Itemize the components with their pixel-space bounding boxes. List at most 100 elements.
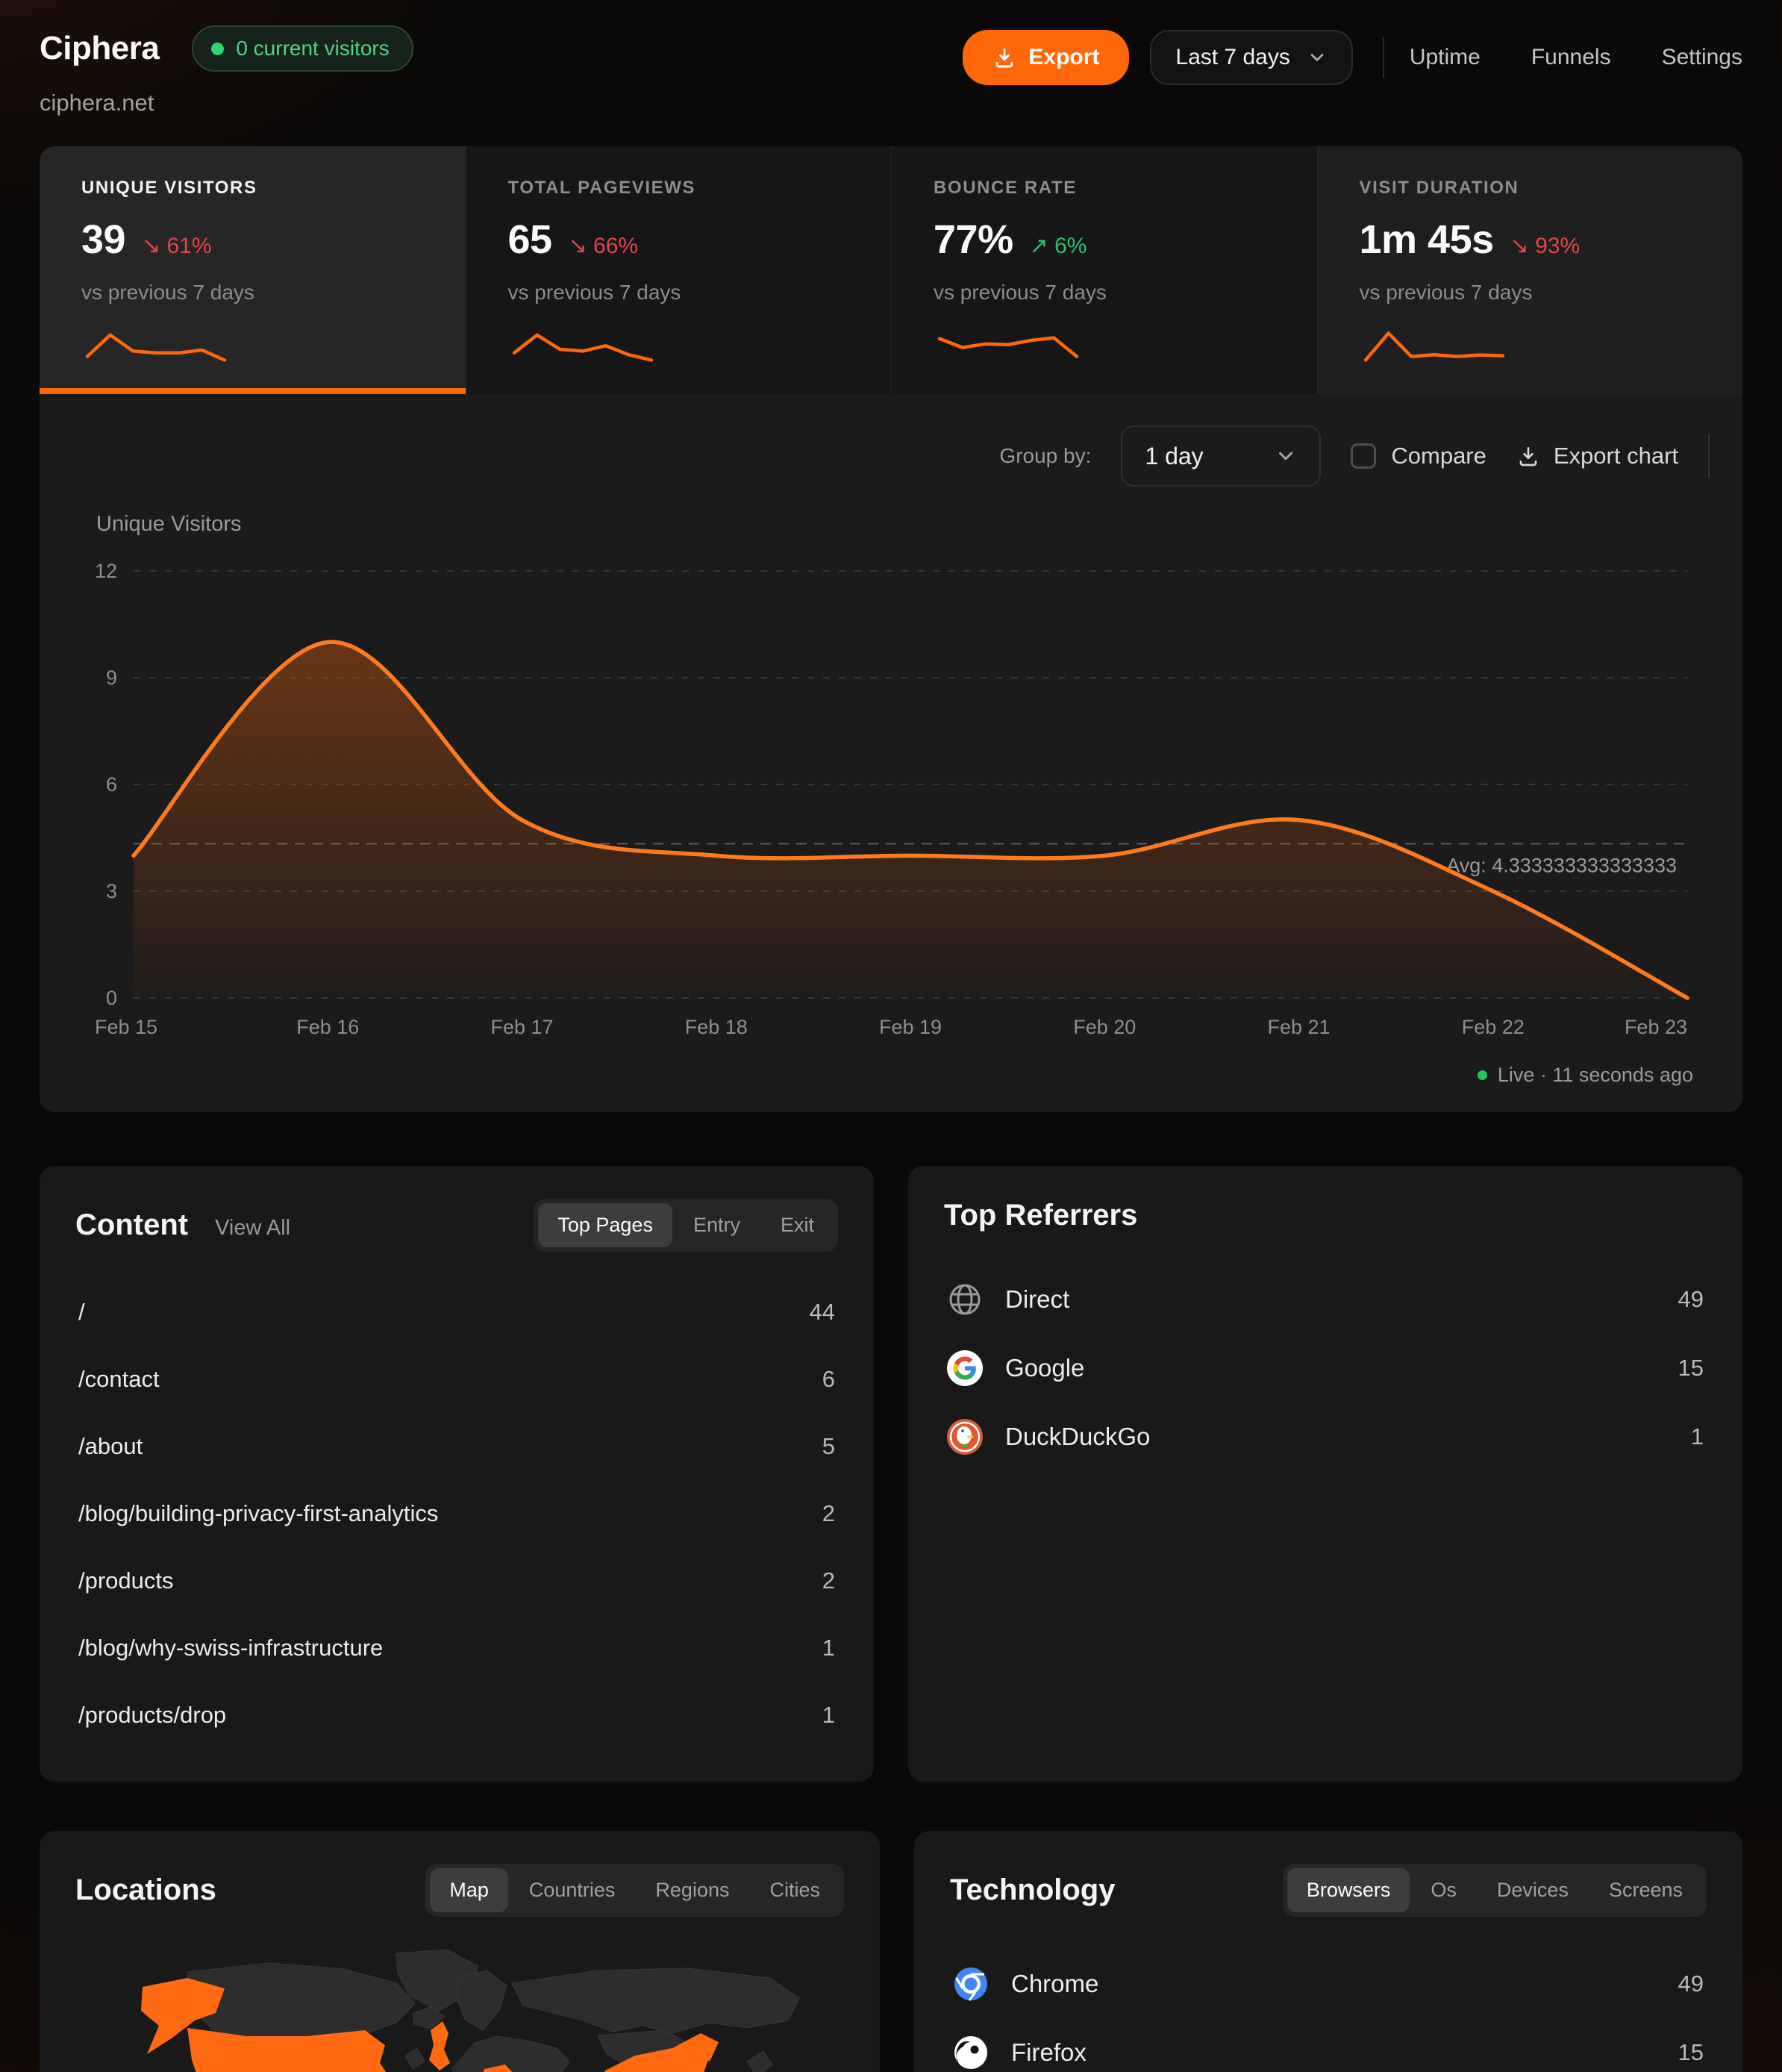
map-region-united-kingdom[interactable]	[429, 2021, 450, 2071]
map-region-alaska[interactable]	[141, 1978, 225, 2054]
compare-checkbox[interactable]	[1351, 443, 1377, 469]
page-count: 2	[822, 1567, 835, 1594]
page-path: /products/drop	[78, 1702, 227, 1728]
technology-tab-os[interactable]: Os	[1431, 1879, 1457, 1901]
svg-text:Feb 17: Feb 17	[490, 1016, 553, 1038]
technology-title: Technology	[950, 1873, 1116, 1906]
date-range-selector[interactable]: Last 7 days	[1150, 30, 1353, 85]
date-range-value: Last 7 days	[1175, 45, 1290, 69]
nav-settings[interactable]: Settings	[1661, 45, 1742, 69]
chart-controls: Group by: 1 day Compare Export chart	[69, 425, 1713, 487]
page-count: 1	[822, 1702, 835, 1728]
locations-tab-countries[interactable]: Countries	[528, 1879, 616, 1901]
stat-card-visit-duration[interactable]: VISIT DURATION 1m 45s ↘ 93% vs previous 7 d…	[1316, 146, 1742, 394]
locations-tab-cities[interactable]: Cities	[769, 1879, 820, 1901]
page-row[interactable]: /contact 6	[75, 1346, 838, 1413]
map-region-ireland	[404, 2047, 425, 2070]
browser-row[interactable]: Chrome 49	[950, 1950, 1707, 2018]
stat-card-bounce-rate[interactable]: BOUNCE RATE 77% ↗ 6% vs previous 7 days	[891, 146, 1317, 394]
item-count: 15	[1678, 2039, 1704, 2065]
chevron-down-icon	[1310, 54, 1324, 61]
technology-tab-devices[interactable]: Devices	[1496, 1879, 1569, 1901]
stat-sparkline	[512, 333, 653, 362]
page-row[interactable]: /about 5	[75, 1413, 838, 1480]
svg-text:Feb 21: Feb 21	[1267, 1016, 1330, 1038]
page-row[interactable]: /blog/why-swiss-infrastructure 1	[75, 1614, 838, 1682]
page-path: /blog/building-privacy-first-analytics	[78, 1500, 439, 1526]
export-button-label: Export	[1028, 45, 1100, 69]
header-controls: Export Last 7 days Uptime Funnels Settin…	[963, 30, 1742, 85]
download-icon	[995, 48, 1013, 68]
map-region-united-states[interactable]	[187, 2028, 390, 2072]
item-label: DuckDuckGo	[1005, 1423, 1151, 1450]
content-tab-top-pages[interactable]: Top Pages	[538, 1203, 672, 1247]
locations-title: Locations	[75, 1873, 216, 1906]
svg-text:Feb 20: Feb 20	[1073, 1016, 1136, 1038]
page-count: 2	[822, 1500, 835, 1526]
group-by-label: Group by:	[999, 444, 1092, 467]
page-count: 1	[822, 1635, 835, 1661]
stats-row: UNIQUE VISITORS 39 ↘ 61% vs previous 7 days…	[40, 146, 1742, 394]
header-divider	[1382, 37, 1384, 78]
stat-sparkline	[937, 336, 1079, 358]
technology-tab-screens[interactable]: Screens	[1608, 1879, 1683, 1901]
page-row[interactable]: /products/drop 1	[75, 1682, 838, 1749]
live-dot-icon	[1477, 1070, 1487, 1080]
view-all-link[interactable]: View All	[215, 1216, 291, 1240]
stat-compare-label: vs previous 7 days	[1359, 281, 1533, 304]
svg-text:Feb 22: Feb 22	[1462, 1016, 1525, 1038]
analytics-panel: UNIQUE VISITORS 39 ↘ 61% vs previous 7 days…	[40, 146, 1742, 1112]
item-label: Chrome	[1011, 1970, 1099, 1997]
technology-card: Technology Browsers Os Devices Screens Chro…	[914, 1831, 1742, 2072]
controls-divider	[1708, 434, 1710, 478]
nav-funnels[interactable]: Funnels	[1531, 45, 1611, 69]
stat-card-unique-visitors[interactable]: UNIQUE VISITORS 39 ↘ 61% vs previous 7 days	[40, 146, 466, 394]
brand-block: Ciphera 0 current visitors ciphera.net	[40, 25, 413, 116]
unique-visitors-chart[interactable]: 0 3 6 9 12 Feb 15 Feb 16 Feb 17 Feb 18 Feb 19 Feb …	[69, 537, 1713, 1059]
page-row[interactable]: /products 2	[75, 1547, 838, 1614]
page-count: 44	[809, 1299, 835, 1325]
stat-delta: ↘ 66%	[568, 234, 639, 258]
svg-text:Feb 19: Feb 19	[879, 1016, 942, 1038]
current-visitors-badge: 0 current visitors	[192, 25, 413, 72]
export-chart-button[interactable]: Export chart	[1516, 443, 1678, 469]
map-region-russia	[511, 1968, 800, 2034]
page-row[interactable]: /blog/building-privacy-first-analytics 2	[75, 1480, 838, 1547]
map-region-europe	[451, 2035, 570, 2072]
google-icon	[947, 1350, 983, 1386]
chrome-icon	[953, 1966, 989, 2002]
world-map[interactable]	[75, 1942, 844, 2072]
referrer-row[interactable]: DuckDuckGo 1	[944, 1402, 1707, 1471]
referrer-row[interactable]: Google 15	[944, 1334, 1707, 1402]
item-count: 49	[1678, 1286, 1704, 1312]
group-by-value: 1 day	[1145, 442, 1204, 469]
page-path: /contact	[78, 1366, 160, 1392]
download-icon	[1519, 447, 1537, 466]
referrers-card: Top Referrers Direct 49 Google 15 DuckDuckGo…	[908, 1166, 1742, 1782]
export-button[interactable]: Export	[963, 30, 1130, 85]
stat-card-total-pageviews[interactable]: TOTAL PAGEVIEWS 65 ↘ 66% vs previous 7 days	[465, 146, 891, 394]
map-region-romania[interactable]	[481, 2065, 514, 2072]
nav-uptime[interactable]: Uptime	[1409, 45, 1481, 69]
group-by-select[interactable]: 1 day	[1121, 425, 1322, 487]
page-row[interactable]: / 44	[75, 1279, 838, 1346]
locations-card: Locations Map Countries Regions Cities	[40, 1831, 880, 2072]
page-path: /products	[78, 1567, 174, 1594]
content-tab-exit[interactable]: Exit	[780, 1214, 814, 1236]
item-count: 1	[1690, 1423, 1704, 1450]
locations-tab-map[interactable]: Map	[430, 1868, 508, 1912]
content-tab-entry[interactable]: Entry	[693, 1214, 740, 1236]
technology-tabs: Browsers Os Devices Screens	[1282, 1864, 1707, 1917]
stat-delta: ↘ 61%	[142, 234, 212, 258]
referrer-row[interactable]: Direct 49	[944, 1265, 1707, 1334]
stat-delta: ↘ 93%	[1510, 234, 1581, 258]
compare-toggle[interactable]: Compare	[1351, 443, 1486, 469]
svg-text:Feb 23: Feb 23	[1625, 1016, 1687, 1038]
svg-text:Avg: 4.333333333333333: Avg: 4.333333333333333	[1446, 854, 1677, 876]
browser-row[interactable]: Firefox 15	[950, 2018, 1707, 2072]
map-region-china[interactable]	[598, 2033, 719, 2072]
locations-tab-regions[interactable]: Regions	[655, 1879, 730, 1901]
svg-text:0: 0	[106, 987, 117, 1009]
page-count: 5	[822, 1433, 835, 1459]
technology-tab-browsers[interactable]: Browsers	[1287, 1868, 1410, 1912]
